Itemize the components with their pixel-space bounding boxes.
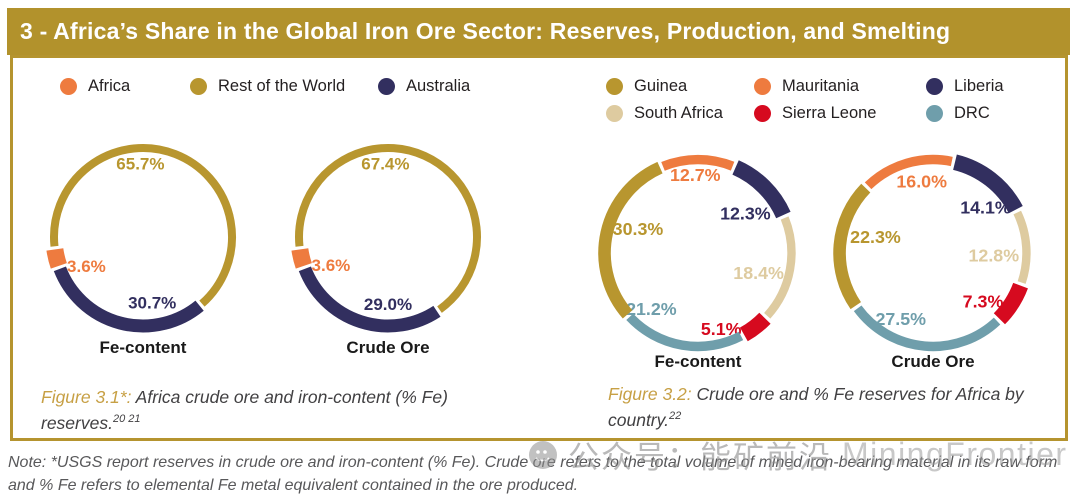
caption-prefix: Figure 3.1*: [41,387,132,407]
legend-label-drc: DRC [954,104,990,122]
donut-fe-content-country: 12.7% 12.3% 18.4% 5.1% 21.2% 30.3% Fe-content [593,148,803,372]
section-title-bar: 3 - Africa’s Share in the Global Iron Or… [7,8,1070,55]
donut-chart: 12.7% 12.3% 18.4% 5.1% 21.2% 30.3% [598,154,796,352]
legend-label-guinea: Guinea [634,77,688,95]
caption-body: Africa crude ore and iron-content (% Fe)… [41,387,448,433]
donut-crude-ore-country: 16.0% 14.1% 12.8% 7.3% 27.5% 22.3% Crude Ore [828,148,1038,372]
svg-text:22.3%: 22.3% [850,227,901,247]
svg-text:16.0%: 16.0% [896,172,947,192]
legend-label-australia: Australia [406,77,471,95]
svg-text:12.8%: 12.8% [969,245,1020,265]
caption-superscript: 20 21 [112,413,141,425]
donut-title: Fe-content [99,338,187,357]
svg-text:12.7%: 12.7% [670,165,721,185]
footnote: Note: *USGS report reserves in crude ore… [8,454,1058,494]
svg-text:18.4%: 18.4% [733,263,784,283]
legend-dot-mauritania [754,78,771,95]
donut-chart: 67.4% 29.0% 3.6% [291,144,481,333]
svg-text:3.6%: 3.6% [312,256,351,275]
legend-label-rest-of-world: Rest of the World [218,77,346,95]
legend-label-sierra-leone: Sierra Leone [782,104,877,122]
svg-text:7.3%: 7.3% [963,292,1004,312]
legend-item-mauritania: Mauritania [754,77,859,96]
donut-title: Crude Ore [346,338,430,357]
svg-text:5.1%: 5.1% [701,319,742,339]
legend-dot-sierra-leone [754,105,771,122]
section-title: 3 - Africa’s Share in the Global Iron Or… [20,18,951,44]
legend-dot-liberia [926,78,943,95]
svg-text:30.7%: 30.7% [128,294,176,313]
legend-item-rest-of-world: Rest of the World [190,77,345,96]
svg-text:65.7%: 65.7% [116,154,164,173]
legend-label-mauritania: Mauritania [782,77,860,95]
legend-dot-rest-of-world [190,78,207,95]
legend-item-sierra-leone: Sierra Leone [754,104,876,123]
legend-dot-south-africa [606,105,623,122]
donut-title: Crude Ore [891,352,975,371]
legend-label-africa: Africa [88,77,131,95]
legend-label-south-africa: South Africa [634,104,723,122]
svg-text:14.1%: 14.1% [960,198,1011,218]
legend-item-liberia: Liberia [926,77,1004,96]
figure-box: Africa Rest of the World Australia Guine… [10,55,1068,441]
legend-item-africa: Africa [60,77,130,96]
donut-crude-ore-global: 67.4% 29.0% 3.6% Crude Ore [288,137,488,358]
svg-text:3.6%: 3.6% [67,257,106,276]
svg-text:21.2%: 21.2% [626,299,677,319]
figure-caption-3-1: Figure 3.1*: Africa crude ore and iron-c… [41,386,471,434]
svg-text:30.3%: 30.3% [613,219,664,239]
svg-text:29.0%: 29.0% [364,295,412,314]
donut-title: Fe-content [654,352,742,371]
legend-label-liberia: Liberia [954,77,1004,95]
legend-item-guinea: Guinea [606,77,687,96]
legend-dot-africa [60,78,77,95]
svg-text:67.4%: 67.4% [361,154,409,173]
legend-item-south-africa: South Africa [606,104,723,123]
svg-text:27.5%: 27.5% [875,309,926,329]
legend-item-australia: Australia [378,77,470,96]
donut-chart: 65.7% 30.7% 3.6% [46,144,236,333]
donut-chart: 16.0% 14.1% 12.8% 7.3% 27.5% 22.3% [833,154,1031,352]
legend-dot-australia [378,78,395,95]
caption-prefix: Figure 3.2: [608,384,692,404]
caption-body: Crude ore and % Fe reserves for Africa b… [608,384,1024,430]
donut-fe-content-global: 65.7% 30.7% 3.6% Fe-content [43,137,243,358]
legend-dot-guinea [606,78,623,95]
legend-dot-drc [926,105,943,122]
legend-item-drc: DRC [926,104,990,123]
caption-superscript: 22 [668,410,682,422]
figure-caption-3-2: Figure 3.2: Crude ore and % Fe reserves … [608,383,1048,431]
svg-text:12.3%: 12.3% [720,204,771,224]
